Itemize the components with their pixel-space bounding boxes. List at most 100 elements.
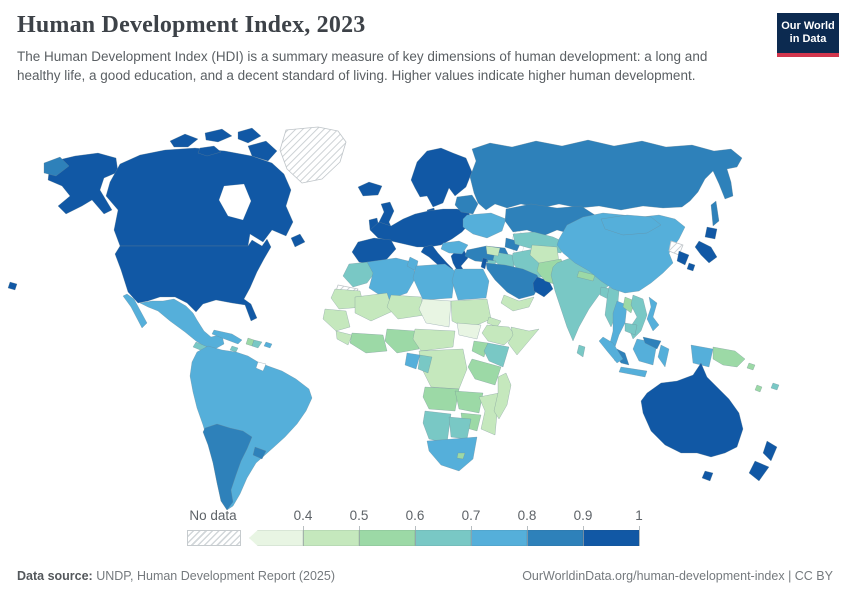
region-canada-arctic-a[interactable] <box>169 133 199 148</box>
region-chad[interactable] <box>418 298 452 328</box>
region-vanuatu[interactable] <box>754 384 763 393</box>
legend-bin-0.5-0.6[interactable] <box>359 530 415 546</box>
region-syria[interactable] <box>485 245 501 257</box>
region-papua-new-guinea[interactable] <box>712 346 746 368</box>
legend-tick-label: 0.9 <box>573 508 593 523</box>
legend-bin-0.8-0.9[interactable] <box>527 530 583 546</box>
region-new-zealand-north[interactable] <box>762 440 778 462</box>
region-new-zealand-south[interactable] <box>748 460 770 482</box>
region-senegal-guinea[interactable] <box>322 308 351 332</box>
region-baja[interactable] <box>122 293 148 329</box>
region-solomon-islands[interactable] <box>746 362 756 371</box>
region-south-sudan[interactable] <box>456 322 482 340</box>
region-south-africa[interactable] <box>426 436 478 472</box>
region-mexico[interactable] <box>139 298 225 350</box>
no-data-swatch[interactable] <box>187 530 241 546</box>
legend-tick <box>471 526 472 546</box>
legend-bin-0.7-0.8[interactable] <box>471 530 527 546</box>
region-cambodia[interactable] <box>624 322 638 336</box>
region-cameroon-car[interactable] <box>412 328 456 352</box>
region-canada-arctic-c[interactable] <box>237 127 262 144</box>
region-usa[interactable] <box>114 238 272 322</box>
region-canada-arctic-b[interactable] <box>204 128 233 143</box>
region-algeria[interactable] <box>366 257 417 301</box>
legend-bin-0.4-0.5[interactable] <box>303 530 359 546</box>
legend-tick-label: 0.6 <box>405 508 425 523</box>
region-ethiopia[interactable] <box>481 324 516 346</box>
region-angola[interactable] <box>422 386 460 412</box>
region-sierra-leone-liberia[interactable] <box>335 330 353 346</box>
region-mali[interactable] <box>354 292 394 322</box>
region-gabon[interactable] <box>404 352 421 370</box>
owid-logo[interactable]: Our World in Data <box>777 13 839 57</box>
region-sri-lanka[interactable] <box>576 344 586 358</box>
region-namibia[interactable] <box>422 410 452 444</box>
region-malaysia-borneo[interactable] <box>642 336 662 350</box>
region-japan-hokkaido[interactable] <box>704 226 718 240</box>
region-philippines[interactable] <box>646 296 660 332</box>
region-japan-kyushu[interactable] <box>686 262 696 272</box>
region-botswana[interactable] <box>448 416 472 440</box>
legend-bin-0.9-1[interactable] <box>583 530 639 546</box>
region-canada-arctic-d[interactable] <box>197 145 222 157</box>
region-mongolia[interactable] <box>600 214 662 236</box>
region-cote-divoire-ghana[interactable] <box>349 332 388 354</box>
region-belarus-baltics[interactable] <box>454 194 479 215</box>
no-data-label: No data <box>189 508 237 523</box>
region-tasmania[interactable] <box>701 470 714 482</box>
region-newfoundland[interactable] <box>290 233 306 248</box>
region-yemen[interactable] <box>500 294 535 312</box>
region-uruguay[interactable] <box>252 446 267 460</box>
region-saudi-arabia[interactable] <box>485 262 542 300</box>
region-scandinavia[interactable] <box>410 147 473 208</box>
region-madagascar[interactable] <box>493 372 512 420</box>
legend-colorbar: 0.4 0.5 0.6 0.7 0.8 0.9 1 <box>249 508 643 546</box>
region-mozambique[interactable] <box>478 392 500 436</box>
region-nigeria[interactable] <box>384 328 420 354</box>
region-nepal[interactable] <box>576 270 596 282</box>
region-puerto-rico[interactable] <box>263 341 273 349</box>
region-somalia[interactable] <box>507 326 540 356</box>
region-greenland[interactable] <box>279 126 347 184</box>
chart-header: Human Development Index, 2023 The Human … <box>17 12 755 85</box>
region-canada[interactable] <box>105 147 294 247</box>
region-japan-honshu[interactable] <box>694 240 718 264</box>
footer-link[interactable]: OurWorldinData.org/human-development-ind… <box>522 569 833 583</box>
region-dominican-republic[interactable] <box>251 339 263 349</box>
region-libya[interactable] <box>412 263 456 301</box>
region-sumatra[interactable] <box>598 336 624 364</box>
region-australia[interactable] <box>640 362 744 458</box>
region-sakhalin[interactable] <box>710 200 720 227</box>
region-argentina-chile[interactable] <box>202 423 253 511</box>
legend-bin-0.6-0.7[interactable] <box>415 530 471 546</box>
region-balkans[interactable] <box>440 240 469 255</box>
region-chukotka[interactable] <box>43 156 70 177</box>
region-sudan[interactable] <box>450 298 492 330</box>
region-lesotho[interactable] <box>456 452 466 460</box>
region-french-guiana[interactable] <box>255 361 267 372</box>
region-south-korea[interactable] <box>676 250 690 266</box>
owid-logo-line1: Our World <box>781 20 835 32</box>
region-russia[interactable] <box>469 139 743 211</box>
region-java[interactable] <box>618 366 648 378</box>
region-sulawesi[interactable] <box>657 344 670 368</box>
region-niger[interactable] <box>386 294 426 320</box>
legend-tick <box>359 526 360 546</box>
region-west-papua[interactable] <box>690 344 714 368</box>
region-uganda[interactable] <box>471 340 489 358</box>
region-ukraine[interactable] <box>462 212 507 239</box>
region-egypt[interactable] <box>451 268 490 301</box>
region-tanzania[interactable] <box>467 358 502 386</box>
region-zambia[interactable] <box>454 390 484 414</box>
region-hawaii[interactable] <box>7 281 18 291</box>
legend-bin-lt-0.4[interactable] <box>249 530 303 546</box>
region-china[interactable] <box>556 212 686 294</box>
region-fiji[interactable] <box>770 382 780 391</box>
region-iceland[interactable] <box>357 181 383 197</box>
region-kenya[interactable] <box>483 342 510 368</box>
region-congo[interactable] <box>417 354 433 374</box>
region-baffin[interactable] <box>247 140 278 162</box>
legend-tick-label: 0.7 <box>461 508 481 523</box>
region-cuba[interactable] <box>211 329 243 345</box>
region-israel[interactable] <box>480 257 488 270</box>
